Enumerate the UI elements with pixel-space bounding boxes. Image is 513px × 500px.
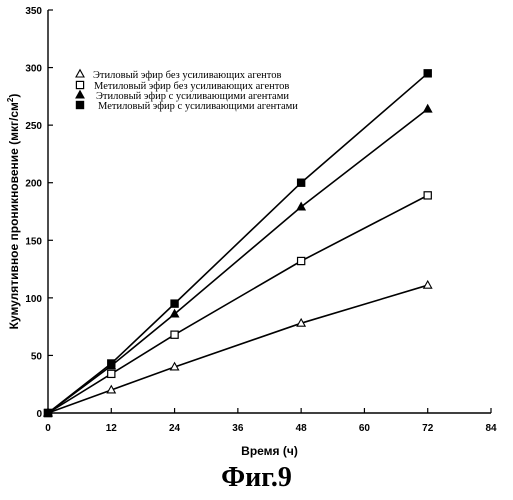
x-tick-label: 12: [106, 423, 118, 434]
data-point: [298, 257, 305, 264]
legend: Этиловый эфир без усиливающих агентов Мет…: [76, 70, 298, 112]
y-axis-title-main: Кумулятивное проникновение (мкг/см: [7, 102, 21, 329]
series-line: [48, 285, 428, 413]
y-tick-label: 300: [25, 64, 42, 75]
y-ticks: 0 50 100 150 200 250 300 350: [25, 6, 53, 420]
data-point: [424, 281, 432, 288]
x-tick-label: 0: [45, 423, 51, 434]
figure-caption: Фиг.9: [0, 462, 513, 494]
x-tick-label: 72: [422, 423, 434, 434]
legend-label: Метиловый эфир с усиливающими агентами: [98, 101, 298, 112]
series: [44, 70, 431, 417]
data-point: [171, 331, 178, 338]
series-line: [48, 73, 428, 413]
series-layer: [44, 70, 432, 417]
chart: 0 50 100 150 200 250 300 350 0 12 24 36 48 60 72 84 Эт…: [0, 0, 513, 460]
series: [44, 281, 432, 416]
data-point: [108, 370, 115, 377]
legend-marker: [76, 101, 83, 108]
data-point: [108, 360, 115, 367]
series: [44, 192, 431, 417]
y-tick-label: 200: [25, 179, 42, 190]
x-ticks: 0 12 24 36 48 60 72 84: [45, 408, 497, 434]
y-tick-label: 0: [36, 409, 42, 420]
legend-marker: [76, 70, 84, 77]
series-line: [48, 109, 428, 413]
x-tick-label: 60: [359, 423, 371, 434]
data-point: [171, 300, 178, 307]
x-tick-label: 36: [232, 423, 244, 434]
series-line: [48, 195, 428, 413]
data-point: [424, 192, 431, 199]
data-point: [424, 105, 432, 112]
x-axis-title: Время (ч): [241, 444, 298, 458]
y-axis-title: Кумулятивное проникновение (мкг/см2): [6, 94, 21, 330]
y-tick-label: 350: [25, 6, 42, 17]
legend-marker: [76, 81, 83, 88]
data-point: [298, 179, 305, 186]
legend-marker: [76, 91, 84, 98]
x-tick-label: 84: [485, 423, 497, 434]
x-tick-label: 24: [169, 423, 181, 434]
x-tick-label: 48: [296, 423, 308, 434]
legend-label: Этиловый эфир без усиливающих агентов: [93, 70, 281, 81]
data-point: [424, 70, 431, 77]
series: [44, 105, 432, 416]
y-tick-label: 150: [25, 236, 42, 247]
y-tick-label: 250: [25, 121, 42, 132]
data-point: [44, 409, 51, 416]
y-tick-label: 100: [25, 294, 42, 305]
y-tick-label: 50: [31, 351, 43, 362]
y-axis-title-end: ): [7, 94, 21, 98]
